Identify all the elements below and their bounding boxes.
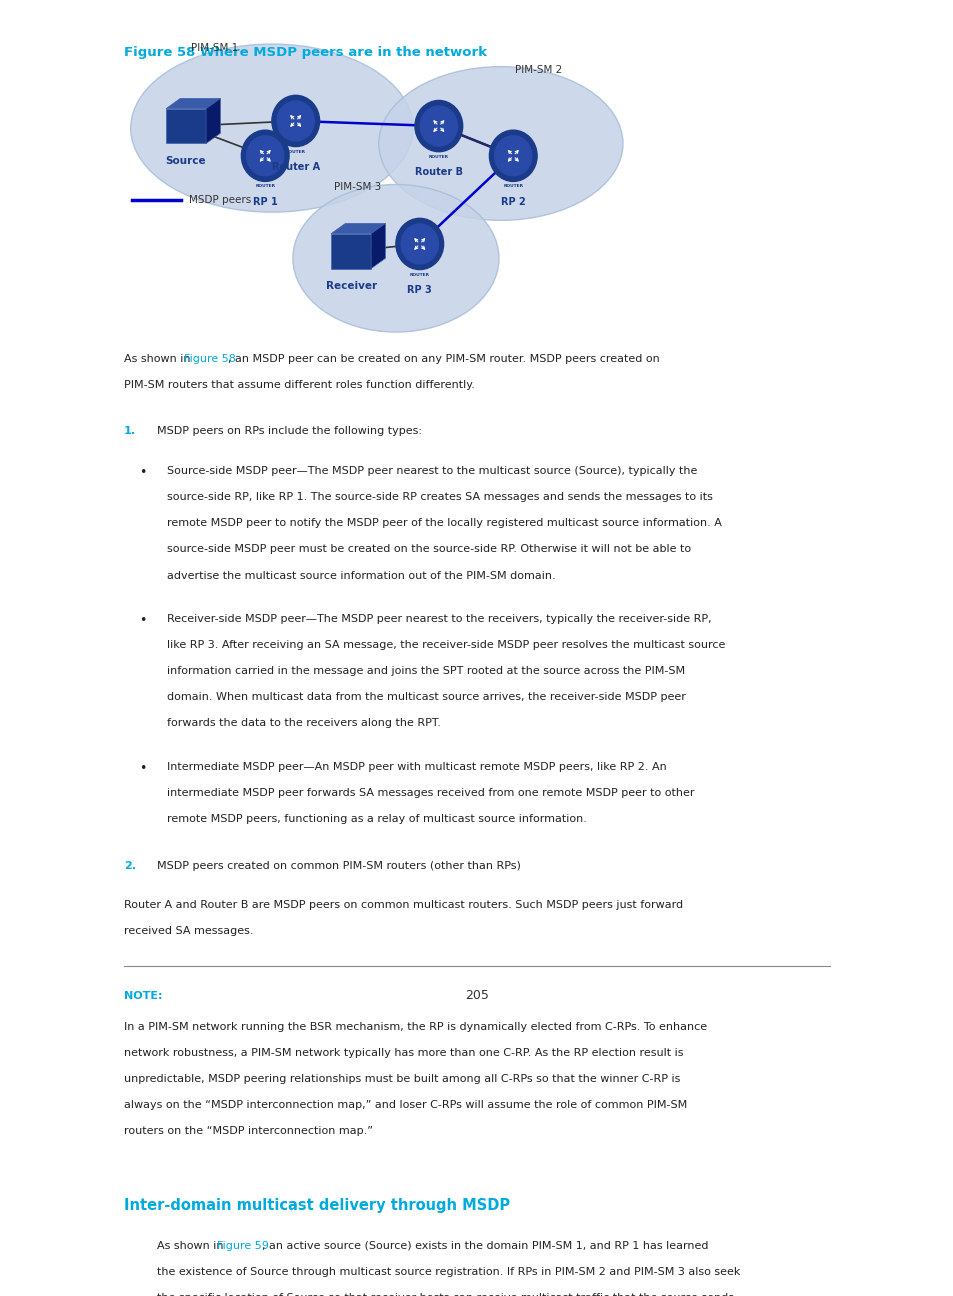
Circle shape: [272, 96, 319, 146]
Text: PIM-SM 3: PIM-SM 3: [334, 181, 381, 192]
Text: Source-side MSDP peer—The MSDP peer nearest to the multicast source (Source), ty: Source-side MSDP peer—The MSDP peer near…: [167, 465, 697, 476]
Text: Figure 59: Figure 59: [216, 1240, 269, 1251]
Text: MSDP peers: MSDP peers: [189, 194, 251, 205]
Text: like RP 3. After receiving an SA message, the receiver-side MSDP peer resolves t: like RP 3. After receiving an SA message…: [167, 640, 724, 649]
Text: always on the “MSDP interconnection map,” and loser C-RPs will assume the role o: always on the “MSDP interconnection map,…: [124, 1100, 686, 1111]
Text: PIM-SM routers that assume different roles function differently.: PIM-SM routers that assume different rol…: [124, 380, 475, 390]
Text: network robustness, a PIM-SM network typically has more than one C-RP. As the RP: network robustness, a PIM-SM network typ…: [124, 1048, 682, 1058]
Text: information carried in the message and joins the SPT rooted at the source across: information carried in the message and j…: [167, 666, 684, 677]
Text: received SA messages.: received SA messages.: [124, 927, 253, 936]
Text: RP 3: RP 3: [407, 285, 432, 295]
Text: source-side RP, like RP 1. The source-side RP creates SA messages and sends the : source-side RP, like RP 1. The source-si…: [167, 492, 712, 502]
Text: RP 1: RP 1: [253, 197, 277, 207]
Polygon shape: [206, 98, 220, 144]
Text: ROUTER: ROUTER: [429, 154, 448, 159]
Text: As shown in: As shown in: [124, 354, 193, 364]
Text: the specific location of Source so that receiver hosts can receive multicast tra: the specific location of Source so that …: [157, 1293, 737, 1296]
Text: routers on the “MSDP interconnection map.”: routers on the “MSDP interconnection map…: [124, 1126, 373, 1137]
Text: Intermediate MSDP peer—An MSDP peer with multicast remote MSDP peers, like RP 2.: Intermediate MSDP peer—An MSDP peer with…: [167, 762, 666, 771]
Text: As shown in: As shown in: [157, 1240, 227, 1251]
Text: ROUTER: ROUTER: [286, 149, 305, 154]
Polygon shape: [331, 233, 371, 268]
Text: 2.: 2.: [124, 861, 136, 871]
Circle shape: [276, 101, 314, 141]
Polygon shape: [166, 109, 206, 144]
Text: remote MSDP peer to notify the MSDP peer of the locally registered multicast sou: remote MSDP peer to notify the MSDP peer…: [167, 518, 721, 527]
Text: Router B: Router B: [415, 167, 462, 178]
Text: Receiver: Receiver: [325, 281, 376, 290]
Text: ROUTER: ROUTER: [255, 184, 274, 188]
Ellipse shape: [131, 44, 413, 213]
Circle shape: [400, 224, 437, 264]
Circle shape: [419, 106, 457, 146]
Text: •: •: [139, 465, 147, 478]
Text: the existence of Source through multicast source registration. If RPs in PIM-SM : the existence of Source through multicas…: [157, 1267, 740, 1277]
Text: PIM-SM 1: PIM-SM 1: [191, 43, 238, 53]
Text: •: •: [139, 762, 147, 775]
Polygon shape: [166, 98, 220, 109]
Text: , an active source (Source) exists in the domain PIM-SM 1, and RP 1 has learned: , an active source (Source) exists in th…: [261, 1240, 707, 1251]
Text: forwards the data to the receivers along the RPT.: forwards the data to the receivers along…: [167, 718, 440, 728]
Text: advertise the multicast source information out of the PIM-SM domain.: advertise the multicast source informati…: [167, 570, 555, 581]
Text: , an MSDP peer can be created on any PIM-SM router. MSDP peers created on: , an MSDP peer can be created on any PIM…: [228, 354, 659, 364]
Circle shape: [395, 218, 443, 270]
Text: MSDP peers on RPs include the following types:: MSDP peers on RPs include the following …: [157, 426, 422, 437]
Text: remote MSDP peers, functioning as a relay of multicast source information.: remote MSDP peers, functioning as a rela…: [167, 814, 586, 824]
Text: intermediate MSDP peer forwards SA messages received from one remote MSDP peer t: intermediate MSDP peer forwards SA messa…: [167, 788, 694, 798]
Polygon shape: [371, 223, 385, 268]
Circle shape: [241, 130, 289, 181]
Text: Figure 58: Figure 58: [183, 354, 235, 364]
Polygon shape: [331, 223, 385, 233]
Text: •: •: [139, 613, 147, 627]
Text: Receiver-side MSDP peer—The MSDP peer nearest to the receivers, typically the re: Receiver-side MSDP peer—The MSDP peer ne…: [167, 613, 711, 623]
Text: 1.: 1.: [124, 426, 136, 437]
Text: RP 2: RP 2: [500, 197, 525, 207]
Text: 205: 205: [464, 989, 489, 1002]
Circle shape: [489, 130, 537, 181]
Text: MSDP peers created on common PIM-SM routers (other than RPs): MSDP peers created on common PIM-SM rout…: [157, 861, 520, 871]
Ellipse shape: [378, 66, 622, 220]
Circle shape: [415, 101, 462, 152]
Circle shape: [246, 136, 284, 176]
Text: In a PIM-SM network running the BSR mechanism, the RP is dynamically elected fro: In a PIM-SM network running the BSR mech…: [124, 1021, 706, 1032]
Text: domain. When multicast data from the multicast source arrives, the receiver-side: domain. When multicast data from the mul…: [167, 692, 685, 702]
Text: unpredictable, MSDP peering relationships must be built among all C-RPs so that : unpredictable, MSDP peering relationship…: [124, 1074, 679, 1083]
Text: ROUTER: ROUTER: [503, 184, 522, 188]
Text: Inter-domain multicast delivery through MSDP: Inter-domain multicast delivery through …: [124, 1199, 510, 1213]
Text: Router A and Router B are MSDP peers on common multicast routers. Such MSDP peer: Router A and Router B are MSDP peers on …: [124, 899, 682, 910]
Text: Router A: Router A: [272, 162, 319, 172]
Text: NOTE:: NOTE:: [124, 991, 162, 1002]
Text: source-side MSDP peer must be created on the source-side RP. Otherwise it will n: source-side MSDP peer must be created on…: [167, 544, 690, 555]
Circle shape: [494, 136, 531, 176]
Ellipse shape: [293, 184, 498, 332]
Text: Source: Source: [166, 156, 206, 166]
Text: ROUTER: ROUTER: [410, 272, 429, 276]
Text: Figure 58 Where MSDP peers are in the network: Figure 58 Where MSDP peers are in the ne…: [124, 47, 487, 60]
Text: PIM-SM 2: PIM-SM 2: [515, 65, 562, 75]
